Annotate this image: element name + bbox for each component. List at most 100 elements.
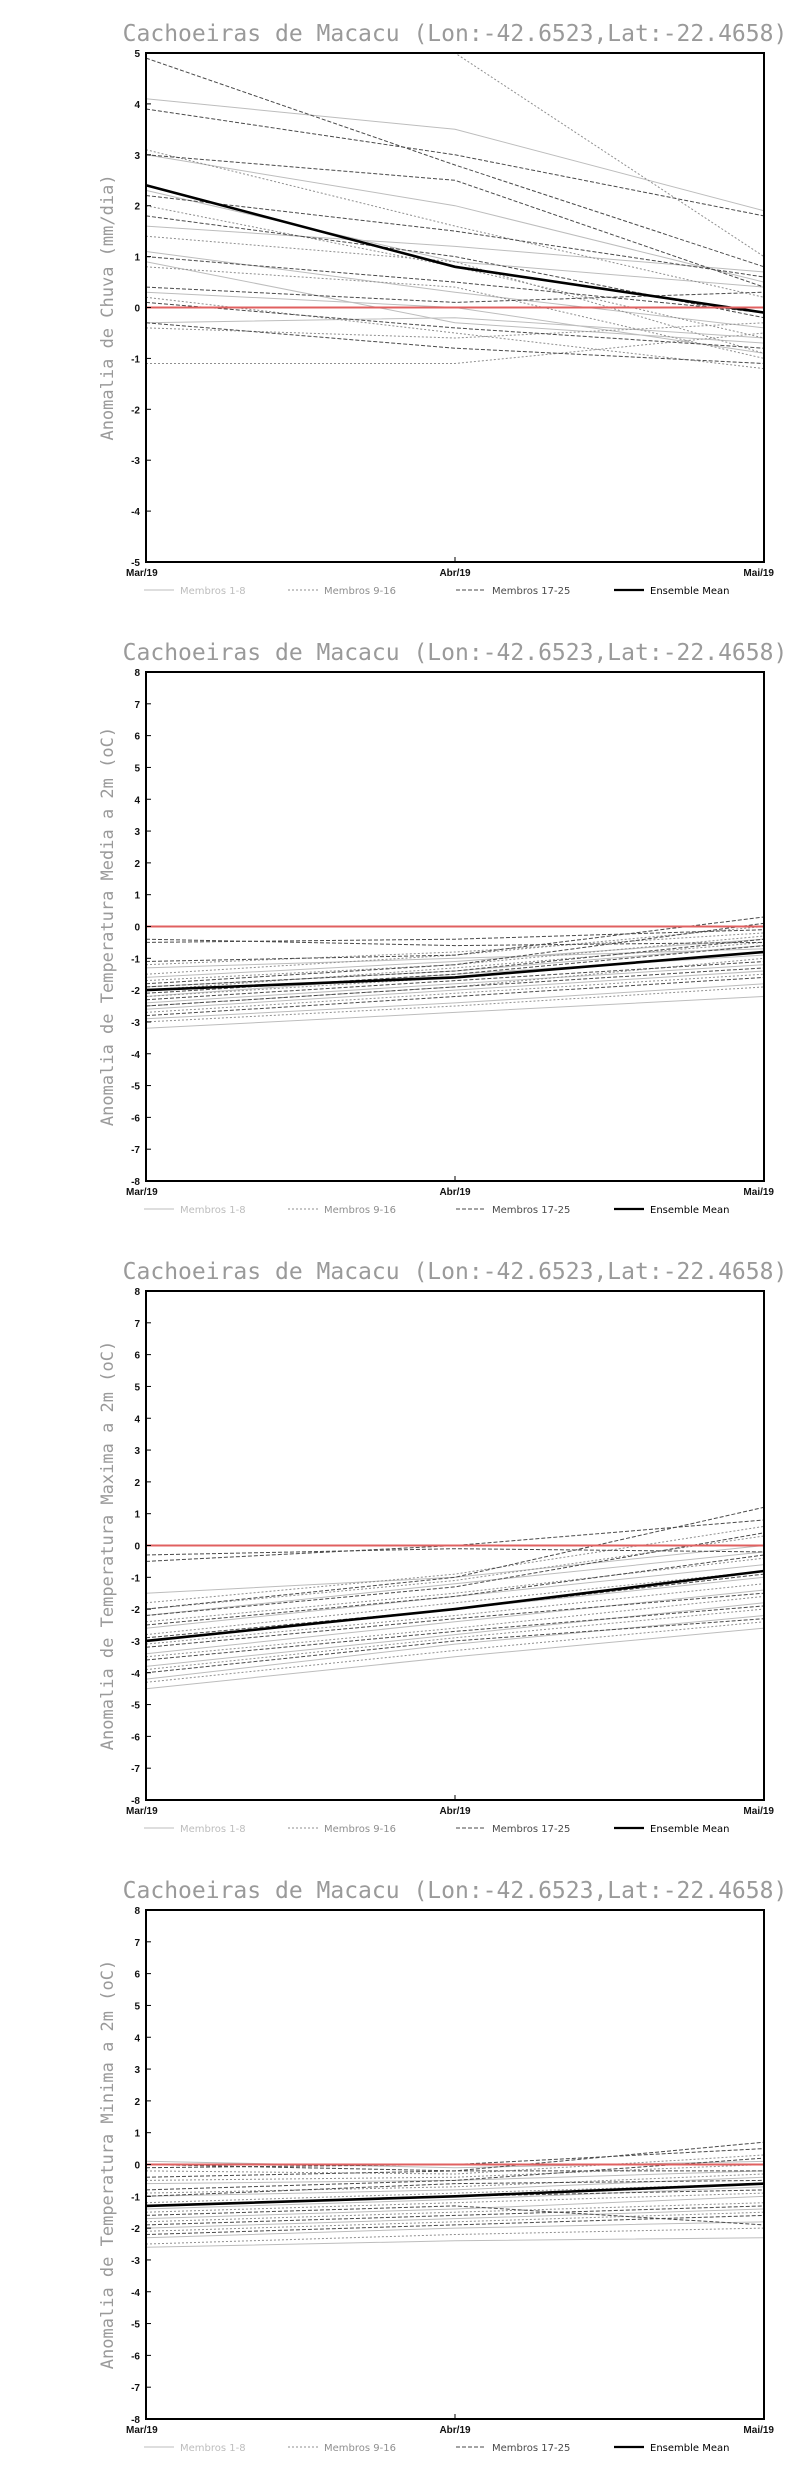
y-tick-label: -4 [131,1050,140,1061]
y-tick-label: 5 [134,2001,140,2012]
y-tick-label: 3 [134,1446,140,1457]
member-line-17-25 [145,1532,765,1616]
chart-panel-2: Cachoeiras de Macacu (Lon:-42.6523,Lat:-… [98,640,787,1216]
member-line-17-25 [145,916,765,962]
member-line-17-25 [145,961,765,1001]
y-tick-label: -1 [131,354,140,365]
x-tick-label: Mar/19 [126,2425,158,2436]
y-tick-label: -2 [131,1605,140,1616]
y-tick-label: 2 [134,202,140,213]
member-line-1-8 [145,1545,765,1594]
y-tick-label: -7 [131,2383,140,2394]
y-tick-label: -7 [131,1764,140,1775]
member-line-17-25 [145,938,765,947]
member-line-1-8 [145,938,765,978]
x-tick-label: Abr/19 [439,568,471,579]
y-tick-label: 0 [134,1542,140,1553]
member-line-17-25 [145,1573,765,1639]
y-tick-label: -7 [131,1145,140,1156]
chart-title: Cachoeiras de Macacu (Lon:-42.6523,Lat:-… [123,640,788,666]
ensemble-mean-line [145,950,765,992]
y-tick-label: 5 [134,49,140,60]
y-tick-label: 8 [134,1906,140,1917]
x-tick-label: Abr/19 [439,2425,471,2436]
member-line-1-8 [145,1627,765,1690]
member-line-17-25 [145,2179,765,2197]
y-tick-label: -5 [131,1701,140,1712]
member-line-9-16 [145,1583,765,1645]
member-line-1-8 [145,2186,765,2210]
member-line-9-16 [145,2192,765,2213]
member-line-9-16 [145,1570,765,1636]
member-line-9-16 [145,266,765,359]
ensemble-mean-line [145,2182,765,2208]
member-line-1-8 [145,996,765,1029]
member-line-17-25 [145,2164,764,2172]
legend-label: Membros 17-25 [492,1824,570,1835]
y-axis-label: Anomalia de Temperatura Media a 2m (oC) [98,727,118,1126]
x-tick-label: Mar/19 [126,568,158,579]
y-tick-label: 1 [134,2129,140,2140]
member-line-1-8 [145,225,765,273]
y-tick-label: 8 [134,668,140,679]
x-tick-label: Abr/19 [439,1806,471,1817]
member-line-17-25 [145,215,765,319]
member-line-9-16 [145,322,765,339]
member-line-17-25 [145,967,765,1007]
member-line-1-8 [145,317,765,339]
member-line-17-25 [145,108,765,217]
y-axis-label: Anomalia de Temperatura Maxima a 2m (oC) [98,1341,118,1750]
member-line-17-25 [145,2214,765,2235]
y-tick-label: 4 [134,100,140,111]
member-line-17-25 [145,1506,765,1610]
y-tick-label: 2 [134,1478,140,1489]
y-tick-label: 7 [134,1938,140,1949]
chart-title: Cachoeiras de Macacu (Lon:-42.6523,Lat:-… [123,21,788,47]
member-line-9-16 [145,2183,765,2204]
y-tick-label: -8 [131,1796,140,1807]
member-line-9-16 [146,332,765,364]
member-line-1-8 [145,261,765,344]
x-tick-label: Mai/19 [743,1187,774,1198]
y-tick-label: 1 [134,891,140,902]
member-line-9-16 [145,1525,765,1604]
y-tick-label: 4 [134,795,140,806]
x-tick-label: Mai/19 [743,2425,774,2436]
ensemble-mean-line [145,1569,765,1643]
legend-label: Membros 17-25 [492,1205,570,1216]
member-line-1-8 [145,1589,765,1655]
y-axis-label: Anomalia de Chuva (mm/dia) [98,174,118,440]
member-line-9-16 [145,2202,765,2223]
member-line-17-25 [145,195,765,278]
member-line-1-8 [145,948,765,969]
y-tick-label: -6 [131,2351,140,2362]
member-line-17-25 [145,1548,765,1556]
y-tick-label: -3 [131,1018,140,1029]
member-line-9-16 [145,973,765,1013]
x-tick-label: Mai/19 [743,1806,774,1817]
y-tick-label: -2 [131,2224,140,2235]
y-tick-label: 3 [134,151,140,162]
y-tick-label: -3 [131,2256,140,2267]
legend-label: Membros 1-8 [180,586,246,597]
legend-label: Membros 9-16 [324,1824,396,1835]
y-tick-label: 1 [134,1510,140,1521]
y-tick-label: 3 [134,2065,140,2076]
member-line-17-25 [145,938,765,988]
y-tick-label: -1 [131,2192,140,2203]
member-line-1-8 [145,2195,765,2220]
member-line-9-16 [145,926,765,975]
member-line-17-25 [145,286,765,303]
member-line-9-16 [145,149,765,298]
y-tick-label: -8 [131,1177,140,1188]
member-line-9-16 [145,1595,765,1658]
member-line-17-25 [145,154,765,288]
legend-label: Membros 1-8 [180,1205,246,1216]
member-line-17-25 [145,1618,765,1674]
y-tick-label: 0 [134,304,140,315]
ensemble-mean-line [145,184,765,314]
x-tick-label: Abr/19 [439,1187,471,1198]
y-tick-label: -2 [131,405,140,416]
chart-panel-4: Cachoeiras de Macacu (Lon:-42.6523,Lat:-… [98,1878,787,2454]
member-line-9-16 [145,1621,765,1683]
